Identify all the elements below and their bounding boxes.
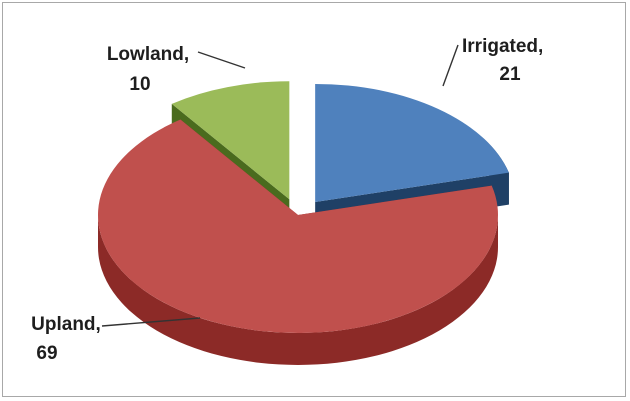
label-lowland-name: Lowland, xyxy=(107,44,189,65)
label-upland-name: Upland, xyxy=(31,314,101,335)
label-irrigated-value: 21 xyxy=(499,64,521,85)
slice-upland xyxy=(98,119,498,334)
slice-lowland xyxy=(171,81,290,200)
slice-irrigated xyxy=(315,83,509,202)
label-irrigated-name: Irrigated, xyxy=(462,36,543,57)
label-lowland-value: 10 xyxy=(129,74,150,95)
leader-upland xyxy=(101,317,201,327)
leader-lines xyxy=(101,44,459,327)
pie-slices xyxy=(98,81,509,365)
slice-upland-rim xyxy=(98,215,498,365)
leader-irrigated xyxy=(442,44,459,87)
label-upland-value: 69 xyxy=(36,343,57,364)
leader-lowland xyxy=(197,51,246,69)
